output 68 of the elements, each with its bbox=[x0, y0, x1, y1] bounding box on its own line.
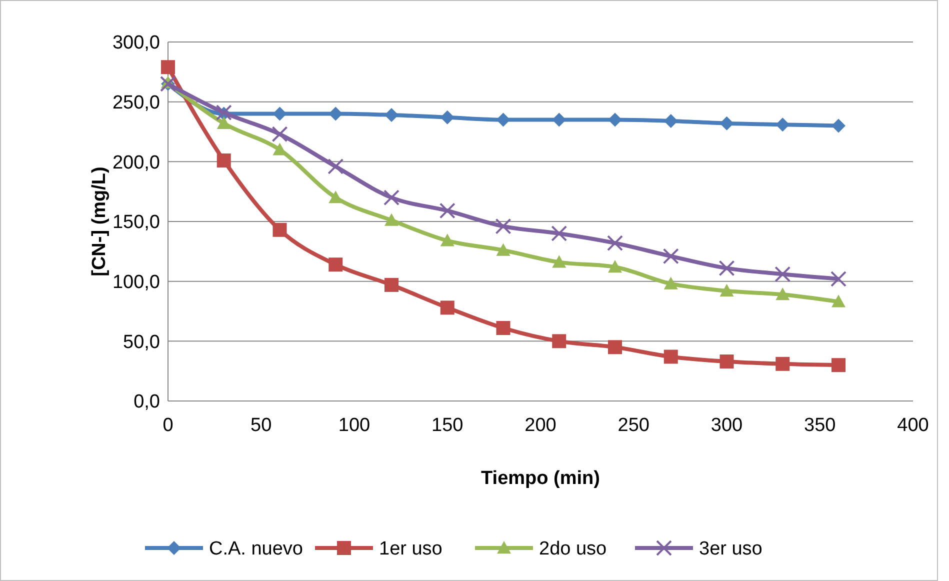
x-tick-label: 100 bbox=[338, 415, 370, 436]
y-tick-label: 250,0 bbox=[112, 92, 160, 114]
legend-label: 3er uso bbox=[699, 538, 762, 560]
point bbox=[440, 110, 454, 124]
point bbox=[720, 116, 734, 130]
x-tick-label: 300 bbox=[710, 415, 743, 436]
point bbox=[662, 248, 679, 264]
point bbox=[776, 118, 790, 132]
x-tick-label: 400 bbox=[897, 415, 929, 436]
x-tick-label: 150 bbox=[432, 415, 464, 436]
point bbox=[720, 284, 734, 297]
legend-label: 1er uso bbox=[379, 538, 442, 560]
y-tick-label: 100,0 bbox=[112, 272, 160, 293]
point bbox=[272, 222, 287, 237]
point bbox=[384, 278, 398, 292]
point bbox=[384, 190, 400, 206]
point bbox=[608, 340, 622, 354]
point bbox=[718, 260, 735, 276]
x-tick-label: 200 bbox=[524, 415, 556, 436]
point bbox=[776, 287, 790, 300]
point bbox=[608, 260, 622, 273]
legend-label: 2do uso bbox=[539, 538, 607, 560]
y-axis-title: [CN-] (mg/L) bbox=[89, 166, 110, 276]
point bbox=[664, 276, 678, 290]
point bbox=[328, 106, 343, 121]
point bbox=[440, 300, 454, 315]
y-tick-label: 50,0 bbox=[123, 332, 160, 353]
point bbox=[161, 60, 175, 74]
point bbox=[440, 234, 454, 246]
y-tick-label: 150,0 bbox=[112, 212, 160, 234]
point bbox=[830, 270, 846, 287]
point bbox=[774, 266, 791, 282]
point bbox=[776, 356, 790, 371]
point bbox=[664, 114, 678, 128]
point bbox=[552, 255, 566, 268]
point bbox=[832, 294, 846, 308]
point bbox=[496, 243, 510, 256]
point bbox=[384, 108, 398, 122]
y-tick-label: 0,0 bbox=[134, 392, 160, 413]
point bbox=[439, 202, 456, 219]
point bbox=[832, 358, 846, 372]
point bbox=[720, 354, 734, 369]
point bbox=[216, 153, 231, 168]
point bbox=[328, 258, 343, 272]
x-tick-label: 50 bbox=[250, 415, 272, 436]
x-tick-label: 250 bbox=[618, 415, 650, 436]
point bbox=[328, 158, 344, 174]
x-axis-title: Tiempo (min) bbox=[481, 468, 600, 489]
point bbox=[496, 112, 510, 127]
y-tick-label: 300,0 bbox=[112, 32, 160, 54]
point bbox=[608, 112, 622, 127]
point bbox=[272, 126, 288, 142]
point bbox=[328, 190, 343, 204]
point bbox=[496, 321, 510, 336]
point bbox=[664, 350, 678, 364]
y-tick-label: 200,0 bbox=[112, 152, 160, 174]
point bbox=[384, 213, 398, 226]
point bbox=[272, 106, 287, 121]
point bbox=[495, 218, 512, 234]
point bbox=[607, 235, 623, 252]
point bbox=[216, 116, 231, 129]
point bbox=[552, 112, 566, 127]
point bbox=[551, 225, 568, 242]
legend-label: C.A. nuevo bbox=[209, 538, 303, 560]
point bbox=[832, 118, 846, 133]
x-tick-label: 0 bbox=[162, 415, 174, 436]
x-tick-label: 350 bbox=[804, 415, 836, 436]
point bbox=[552, 334, 566, 348]
